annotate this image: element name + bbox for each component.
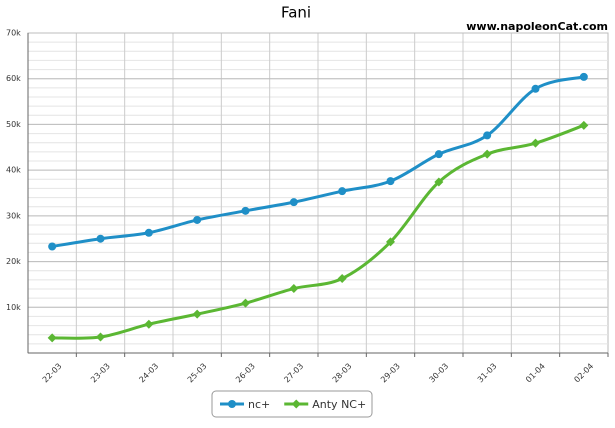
y-tick-label: 30k — [6, 211, 21, 220]
x-tick-label: 22-03 — [41, 362, 64, 385]
x-tick-label: 27-03 — [282, 362, 305, 385]
y-tick-label: 60k — [6, 74, 21, 83]
y-tick-label: 70k — [6, 29, 21, 38]
x-tick-label: 25-03 — [186, 362, 209, 385]
point — [47, 333, 57, 343]
x-tick-label: 26-03 — [234, 362, 257, 385]
point — [144, 228, 153, 237]
x-tick-label: 29-03 — [379, 362, 402, 385]
point — [96, 234, 105, 243]
x-tick-label: 02-04 — [572, 362, 595, 385]
x-tick-label: 24-03 — [137, 362, 160, 385]
point — [48, 242, 57, 251]
y-tick-label: 10k — [6, 303, 21, 312]
x-tick-label: 30-03 — [427, 362, 450, 385]
legend-label: nc+ — [248, 398, 270, 411]
chart-title: Fani — [281, 4, 311, 22]
point — [289, 198, 298, 207]
point — [96, 332, 105, 342]
legend-marker — [228, 400, 236, 408]
x-tick-label: 31-03 — [476, 362, 499, 385]
point — [434, 150, 443, 159]
point — [192, 309, 202, 319]
point — [241, 298, 250, 308]
x-tick-label: 23-03 — [89, 362, 112, 385]
y-tick-label: 20k — [6, 257, 21, 266]
point — [144, 319, 154, 329]
point — [483, 131, 492, 140]
x-tick-label: 28-03 — [331, 362, 354, 385]
legend-label: Anty NC+ — [312, 398, 366, 411]
y-tick-label: 50k — [6, 120, 21, 129]
legend-marker — [291, 399, 301, 409]
point — [289, 284, 299, 294]
point — [579, 120, 589, 130]
point — [482, 149, 492, 159]
x-tick-label: 01-04 — [524, 362, 547, 385]
point — [386, 177, 395, 186]
point — [579, 72, 588, 81]
point — [241, 206, 250, 215]
point — [531, 84, 540, 93]
point — [337, 273, 347, 283]
point — [386, 237, 395, 247]
y-tick-label: 40k — [6, 166, 21, 175]
point — [531, 138, 540, 148]
point — [338, 187, 347, 196]
point — [193, 215, 202, 224]
watermark: www.napoleonCat.com — [466, 20, 608, 33]
point — [434, 177, 444, 187]
